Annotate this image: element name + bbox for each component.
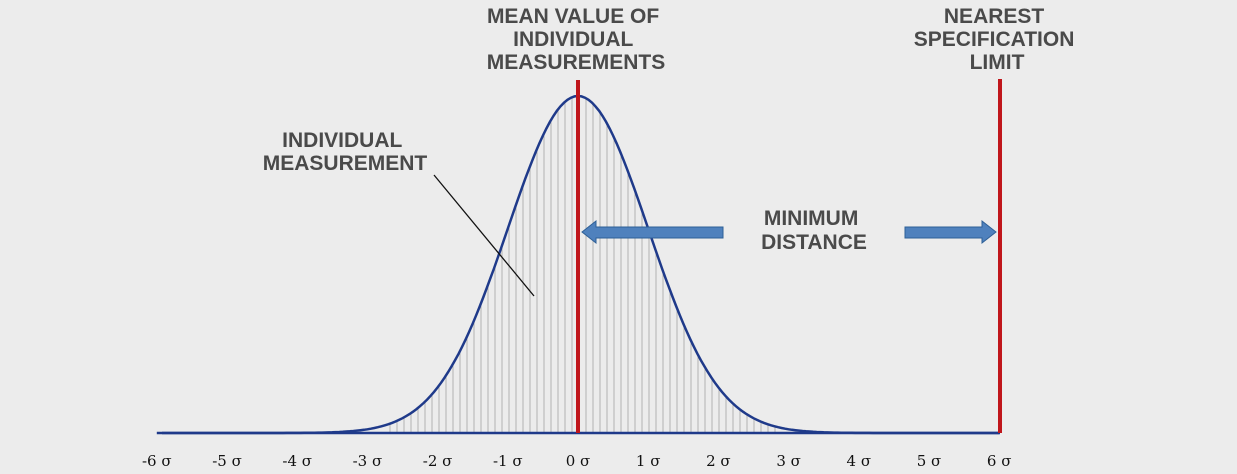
individual-label-line-1: INDIVIDUAL xyxy=(282,129,402,152)
sigma-tick-label: -6 σ xyxy=(142,452,172,470)
spec-label-line-1: NEAREST xyxy=(944,5,1045,28)
mean-label-line-3: MEASUREMENTS xyxy=(487,51,666,74)
individual-label-line-2: MEASUREMENT xyxy=(263,152,428,175)
left-arrow xyxy=(581,219,724,245)
sigma-tick-label: 4 σ xyxy=(847,452,872,470)
sigma-tick-label: -2 σ xyxy=(423,452,453,470)
sigma-tick-label: -4 σ xyxy=(282,452,312,470)
sigma-tick-label: 2 σ xyxy=(706,452,731,470)
sigma-axis: -6 σ -5 σ -4 σ -3 σ -2 σ -1 σ 0 σ 1 σ 2 σ 3 σ 4 σ 5… xyxy=(142,452,1011,470)
hatch-fill xyxy=(389,96,776,433)
distance-label-line-2: DISTANCE xyxy=(761,231,867,254)
mean-label-line-2: INDIVIDUAL xyxy=(513,28,633,51)
sigma-tick-label: 1 σ xyxy=(636,452,661,470)
distance-label-line-1: MINIMUM xyxy=(764,207,858,230)
sigma-tick-label: -3 σ xyxy=(353,452,383,470)
sigma-tick-label: 5 σ xyxy=(917,452,942,470)
individual-measurement-leader-line xyxy=(433,174,535,297)
specification-limit-label: NEAREST SPECIFICATION LIMIT xyxy=(914,5,1080,74)
spec-label-line-2: SPECIFICATION xyxy=(914,28,1075,51)
sigma-tick-label: 6 σ xyxy=(987,452,1012,470)
sigma-tick-label: -5 σ xyxy=(212,452,242,470)
mean-label-line-1: MEAN VALUE OF xyxy=(487,5,659,28)
mean-value-label: MEAN VALUE OF INDIVIDUAL MEASUREMENTS xyxy=(487,5,666,74)
sigma-tick-label: -1 σ xyxy=(493,452,523,470)
spec-label-line-3: LIMIT xyxy=(970,51,1025,74)
minimum-distance-label: MINIMUM DISTANCE xyxy=(761,207,867,254)
individual-measurement-label: INDIVIDUAL MEASUREMENT xyxy=(263,129,428,175)
sigma-tick-label: 0 σ xyxy=(566,452,591,470)
sigma-tick-label: 3 σ xyxy=(776,452,801,470)
right-arrow xyxy=(904,219,997,245)
